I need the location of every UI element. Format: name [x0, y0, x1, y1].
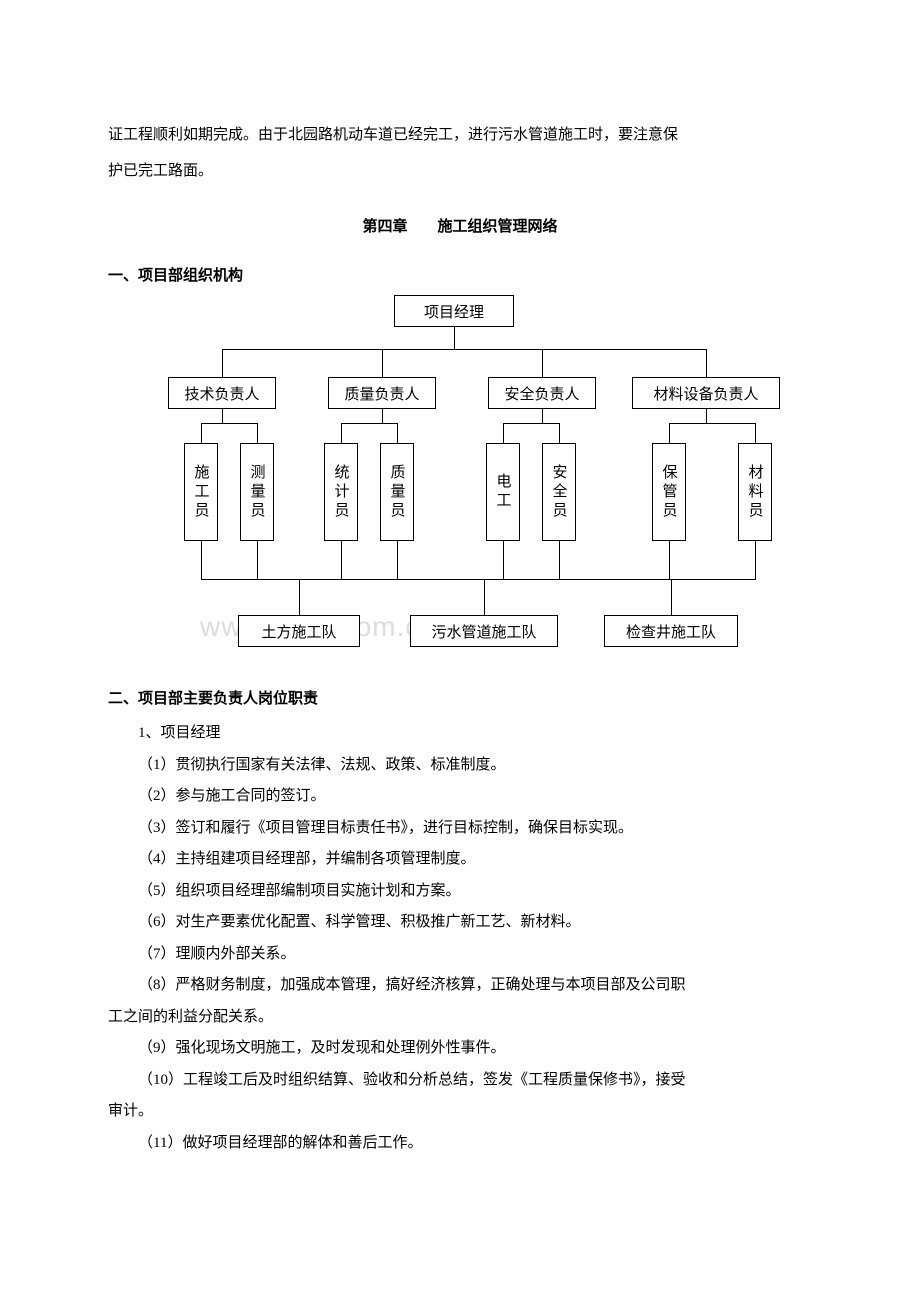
resp-item: （9）强化现场文明施工，及时发现和处理例外性事件。 [108, 1033, 812, 1065]
edge [341, 541, 342, 579]
resp-item: （5）组织项目经理部编制项目实施计划和方案。 [108, 876, 812, 908]
node-l3-6: 安全员 [542, 443, 576, 541]
resp-item: （10）工程竣工后及时组织结算、验收和分析总结，签发《工程质量保修书》，接受 [108, 1065, 812, 1097]
node-l3-8: 材料员 [738, 443, 772, 541]
edge [669, 423, 670, 443]
edge [397, 541, 398, 579]
node-l3-2: 测量员 [240, 443, 274, 541]
edge [559, 541, 560, 579]
intro-line-1: 证工程顺利如期完成。由于北园路机动车道已经完工，进行污水管道施工时，要注意保 [108, 120, 812, 152]
edge [755, 541, 756, 579]
org-chart: www.zixin.com.cn 项目经理 技术负责人 质量负责人 安全负责人 … [110, 295, 810, 669]
responsibilities-list: 1、项目经理 （1）贯彻执行国家有关法律、法规、政策、标准制度。 （2）参与施工… [108, 718, 812, 1159]
chapter-title: 第四章 施工组织管理网络 [108, 215, 812, 236]
section-2-title: 二、项目部主要负责人岗位职责 [108, 687, 812, 708]
resp-item: （8）严格财务制度，加强成本管理，搞好经济核算，正确处理与本项目部及公司职 [108, 970, 812, 1002]
edge [542, 409, 543, 423]
node-l4-3: 检查井施工队 [604, 615, 738, 647]
edge [201, 541, 202, 579]
resp-item: （6）对生产要素优化配置、科学管理、积极推广新工艺、新材料。 [108, 907, 812, 939]
node-l2-4: 材料设备负责人 [632, 377, 780, 409]
node-l3-7: 保管员 [652, 443, 686, 541]
edge [257, 423, 258, 443]
resp-item: （1）贯彻执行国家有关法律、法规、政策、标准制度。 [108, 750, 812, 782]
resp-item: （4）主持组建项目经理部，并编制各项管理制度。 [108, 844, 812, 876]
edge [257, 541, 258, 579]
edge [222, 349, 706, 350]
edge [669, 541, 670, 579]
edge [201, 423, 257, 424]
resp-item-cont: 工之间的利益分配关系。 [108, 1002, 812, 1034]
edge [222, 349, 223, 377]
edge [669, 423, 755, 424]
edge [671, 579, 672, 615]
resp-item: （3）签订和履行《项目管理目标责任书》，进行目标控制，确保目标实现。 [108, 813, 812, 845]
edge [755, 423, 756, 443]
resp-item: （2）参与施工合同的签订。 [108, 781, 812, 813]
node-l2-2: 质量负责人 [328, 377, 436, 409]
edge [382, 409, 383, 423]
resp-item: （11）做好项目经理部的解体和善后工作。 [108, 1128, 812, 1160]
node-l4-2: 污水管道施工队 [410, 615, 558, 647]
edge [397, 423, 398, 443]
node-l3-1: 施工员 [184, 443, 218, 541]
node-root: 项目经理 [394, 295, 514, 327]
edge [341, 423, 342, 443]
node-l3-4: 质量员 [380, 443, 414, 541]
edge [706, 409, 707, 423]
edge [503, 541, 504, 579]
resp-item-cont: 审计。 [108, 1096, 812, 1128]
resp-item: （7）理顺内外部关系。 [108, 939, 812, 971]
resp-heading: 1、项目经理 [108, 718, 812, 750]
edge [201, 423, 202, 443]
node-l2-1: 技术负责人 [168, 377, 276, 409]
edge [222, 409, 223, 423]
edge [382, 349, 383, 377]
edge [503, 423, 504, 443]
edge [454, 327, 455, 349]
edge [484, 579, 485, 615]
edge [706, 349, 707, 377]
edge [201, 579, 756, 580]
node-l2-3: 安全负责人 [488, 377, 596, 409]
node-l3-5: 电工 [486, 443, 520, 541]
node-l3-3: 统计员 [324, 443, 358, 541]
edge [559, 423, 560, 443]
node-l4-1: 土方施工队 [238, 615, 360, 647]
section-1-title: 一、项目部组织机构 [108, 264, 812, 285]
intro-line-2: 护已完工路面。 [108, 156, 812, 188]
edge [542, 349, 543, 377]
edge [503, 423, 559, 424]
edge [299, 579, 300, 615]
edge [341, 423, 397, 424]
